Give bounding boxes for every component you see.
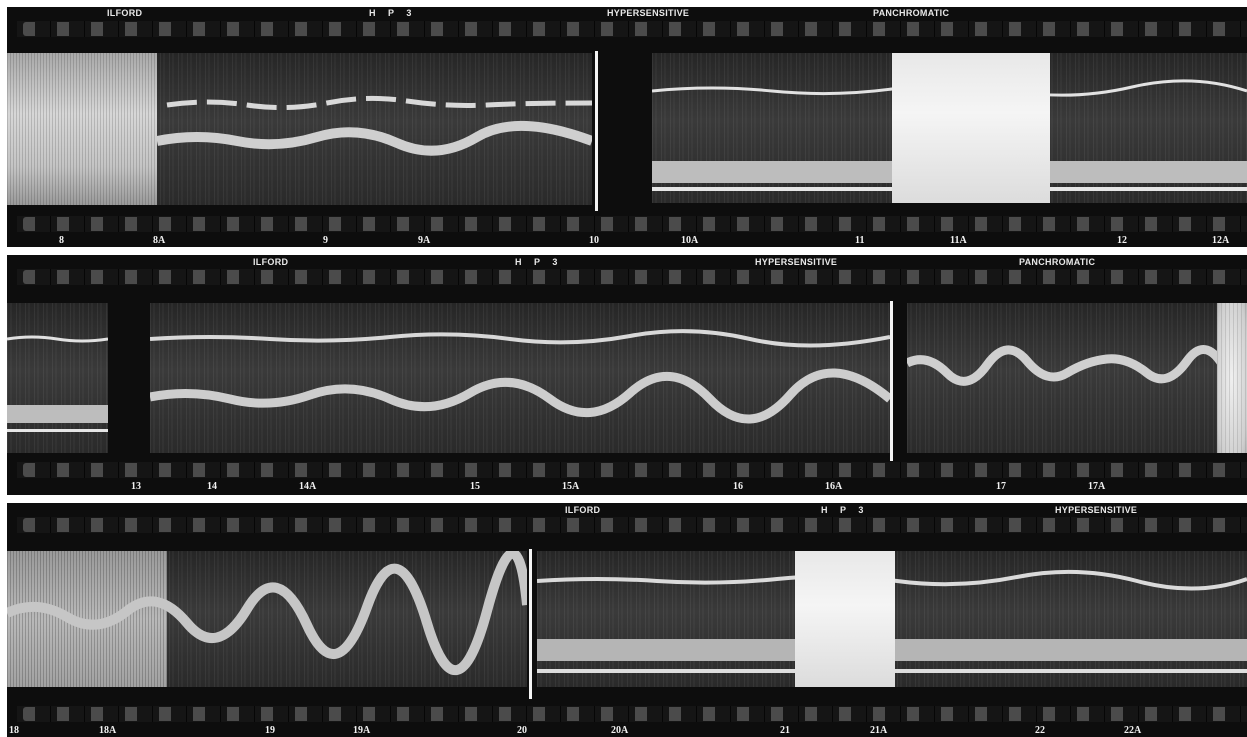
trace-frame: [7, 53, 592, 205]
edge-label-panchromatic: PANCHROMATIC: [873, 8, 950, 18]
frame-number: 19: [265, 725, 275, 736]
frame-number: 22A: [1124, 725, 1142, 736]
sprocket-holes-bottom: [7, 458, 1247, 482]
overexposed-frame: [892, 53, 1050, 203]
frame-number: 11A: [950, 235, 967, 246]
frame-number: 22: [1035, 725, 1045, 736]
trace-frame: [907, 303, 1247, 453]
frame-number: 11: [855, 235, 865, 246]
frame-divider: [529, 549, 532, 699]
frame-number: 16A: [825, 481, 843, 492]
edge-label-hp3: H P 3: [821, 505, 869, 515]
frame-number: 18: [9, 725, 19, 736]
film-strip-2: ILFORD H P 3 HYPERSENSITIVE PANCHROMATIC…: [7, 255, 1247, 495]
frame-number: 8: [59, 235, 64, 246]
frame-number: 21A: [870, 725, 888, 736]
edge-label-hp3: H P 3: [369, 8, 417, 18]
edge-label-hypersensitive: HYPERSENSITIVE: [607, 8, 690, 18]
frame-number: 16: [733, 481, 743, 492]
edge-label-hypersensitive: HYPERSENSITIVE: [755, 257, 838, 267]
film-strip-1: ILFORD H P 3 HYPERSENSITIVE PANCHROMATIC…: [7, 7, 1247, 247]
frame-number: 15A: [562, 481, 580, 492]
film-strip-3: ILFORD H P 3 HYPERSENSITIVE 18 18A 19 19…: [7, 503, 1247, 737]
frame-number: 9A: [418, 235, 431, 246]
edge-label-ilford: ILFORD: [253, 257, 289, 267]
overexposed-frame: [795, 551, 895, 687]
trace-frame: [652, 53, 1247, 203]
sprocket-holes-bottom: [7, 212, 1247, 236]
trace-frame: [7, 551, 527, 687]
trace-frame: [150, 303, 890, 453]
frame-number: 10A: [681, 235, 699, 246]
trace-frame: [7, 303, 108, 453]
sprocket-holes-top: [7, 513, 1247, 537]
frame-number: 13: [131, 481, 141, 492]
frame-number: 19A: [353, 725, 371, 736]
frame-number: 17A: [1088, 481, 1106, 492]
edge-label-panchromatic: PANCHROMATIC: [1019, 257, 1096, 267]
edge-label-hypersensitive: HYPERSENSITIVE: [1055, 505, 1138, 515]
frame-number: 20: [517, 725, 527, 736]
frame-number: 8A: [153, 235, 166, 246]
frame-number: 12: [1117, 235, 1127, 246]
frame-number: 17: [996, 481, 1006, 492]
sprocket-holes-top: [7, 17, 1247, 41]
frame-number: 14: [207, 481, 217, 492]
edge-label-ilford: ILFORD: [107, 8, 143, 18]
frame-number: 15: [470, 481, 480, 492]
frame-number: 18A: [99, 725, 117, 736]
frame-number: 12A: [1212, 235, 1230, 246]
frame-number: 9: [323, 235, 328, 246]
frame-divider: [595, 51, 598, 211]
edge-label-hp3: H P 3: [515, 257, 563, 267]
sprocket-holes-bottom: [7, 702, 1247, 726]
sprocket-holes-top: [7, 265, 1247, 289]
edge-label-ilford: ILFORD: [565, 505, 601, 515]
frame-number: 20A: [611, 725, 629, 736]
frame-number: 14A: [299, 481, 317, 492]
frame-divider: [890, 301, 893, 461]
trace-frame: [537, 551, 1247, 687]
frame-number: 21: [780, 725, 790, 736]
frame-number: 10: [589, 235, 599, 246]
